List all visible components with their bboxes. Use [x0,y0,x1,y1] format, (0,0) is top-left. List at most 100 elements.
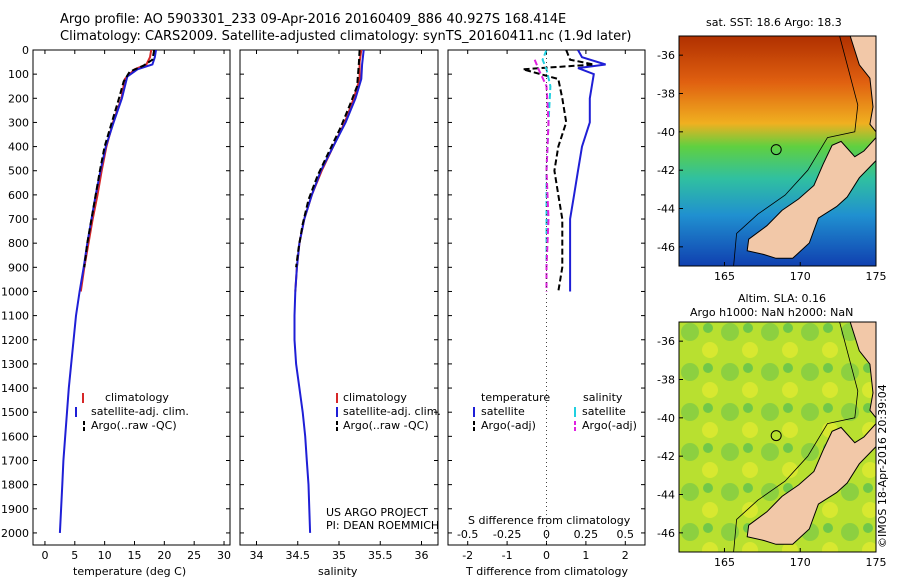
temp-xtick-label: 5 [71,549,78,562]
depth-tick-label: 400 [8,141,29,154]
sst-land-north [849,36,876,133]
sst-map-layer [679,36,876,266]
diff-legend-s-satellite: satellite [582,405,626,418]
sst-map-xtick-label: 170 [790,270,811,283]
sla-map-xtick-label: 175 [866,556,887,569]
diff-s-tick-label: 0.25 [574,528,599,541]
salinity-xlabel: salinity [318,565,358,578]
sst-map-xtick-label: 165 [714,270,735,283]
sal-xtick-label: 36 [415,549,429,562]
temp-xtick-label: 10 [98,549,112,562]
diff-legend-temperature: temperature [481,391,551,404]
temp-legend-satellite: satellite-adj. clim. [91,405,189,418]
depth-tick-label: 800 [8,237,29,250]
diff-t-tick-label: -2 [462,549,473,562]
diff-s-tick-label: 0.5 [617,528,635,541]
sst-map-frame [678,35,877,267]
depth-tick-label: 700 [8,213,29,226]
profile-title: Argo profile: AO 5903301_233 09-Apr-2016… [60,12,567,27]
sal-xtick-label: 35.5 [368,549,393,562]
sst-map-ytick-label: -42 [657,164,675,177]
diff-t-tick-label: 0 [543,549,550,562]
sla-map-ytick-label: -40 [657,412,675,425]
depth-tick-label: 1000 [1,285,29,298]
sla-map-ytick-label: -36 [657,335,675,348]
depth-tick-label: 1200 [1,334,29,347]
sst-map-ytick-label: -38 [657,88,675,101]
diff-series-group [522,50,606,292]
sst-map-ytick-label: -36 [657,49,675,62]
sal-xtick-label: 34.5 [286,549,311,562]
sla-land [746,422,876,545]
project-annotation-line1: US ARGO PROJECT [326,506,428,519]
sst-map-ytick-label: -46 [657,241,675,254]
temp-xtick-label: 30 [217,549,231,562]
sla-map-title-line2: Argo h1000: NaN h2000: NaN [690,306,854,319]
diff-series-s-argo-adj- [533,59,550,292]
sst-map-xtick-label: 175 [866,270,887,283]
diff-legend-s-argo: Argo(-adj) [582,419,637,432]
depth-tick-label: 1600 [1,430,29,443]
diff-s-tick-label: -0.5 [457,528,478,541]
diff-t-tick-label: 1 [582,549,589,562]
sla-argo-marker [770,430,782,442]
sal-series-argo-raw-qc- [295,50,361,268]
temp-xtick-label: 20 [157,549,171,562]
diff-t-tick-label: -1 [502,549,513,562]
depth-tick-label: 300 [8,116,29,129]
temp-legend-climatology: climatology [105,391,169,404]
sst-argo-marker [770,144,782,156]
sla-map-layer [679,322,876,552]
sst-land [746,136,876,259]
depth-tick-label: 1400 [1,382,29,395]
temperature-xlabel: temperature (deg C) [73,565,187,578]
sst-contour [733,36,859,266]
sla-map-xtick-label: 170 [790,556,811,569]
sal-xtick-label: 35 [332,549,346,562]
temp-xtick-label: 25 [187,549,201,562]
climatology-title: Climatology: CARS2009. Satellite-adjuste… [60,29,632,44]
sal-legend-climatology: climatology [343,391,407,404]
sst-map-ytick-label: -40 [657,126,675,139]
sla-map-ytick-label: -42 [657,450,675,463]
sla-map-ytick-label: -44 [657,489,675,502]
temp-xtick-label: 15 [127,549,141,562]
sal-series-group [293,50,365,533]
diff-series-t-argo-adj- [522,50,594,292]
depth-tick-label: 1100 [1,310,29,323]
diff-legend-t-satellite: satellite [481,405,525,418]
sla-map-frame [678,321,877,553]
sal-series-climatology [294,50,363,292]
temp-series-climatology [79,50,153,292]
sla-contour [733,322,859,552]
depth-tick-label: 100 [8,68,29,81]
temp-frame [32,49,231,546]
temp-series-group [58,50,157,533]
sla-map-title-line1: Altim. SLA: 0.16 [738,292,827,305]
sla-land-north [849,322,876,419]
sal-legend-argo: Argo(..raw -QC) [343,419,429,432]
sst-map-ytick-label: -44 [657,203,675,216]
sla-map-ytick-label: -46 [657,527,675,540]
depth-tick-label: 1500 [1,406,29,419]
sla-map-ytick-label: -38 [657,374,675,387]
depth-tick-label: 1900 [1,503,29,516]
depth-tick-label: 1700 [1,454,29,467]
temp-series-argo-raw-qc- [83,50,156,268]
depth-tick-label: 900 [8,261,29,274]
temp-series-satellite-adj-clim- [58,50,157,533]
sal-xtick-label: 34 [250,549,264,562]
depth-tick-label: 2000 [1,527,29,540]
temp-legend-argo: Argo(..raw -QC) [91,419,177,432]
sst-map-title: sat. SST: 18.6 Argo: 18.3 [706,16,842,29]
depth-tick-label: 0 [22,44,29,57]
depth-tick-label: 500 [8,165,29,178]
s-difference-xlabel: S difference from climatology [468,514,631,527]
diff-legend-t-argo: Argo(-adj) [481,419,536,432]
sla-map-xtick-label: 165 [714,556,735,569]
sal-series-satellite-adj-clim- [293,50,365,533]
depth-tick-label: 1800 [1,479,29,492]
diff-t-tick-label: 2 [622,549,629,562]
diff-legend-salinity: salinity [583,391,623,404]
